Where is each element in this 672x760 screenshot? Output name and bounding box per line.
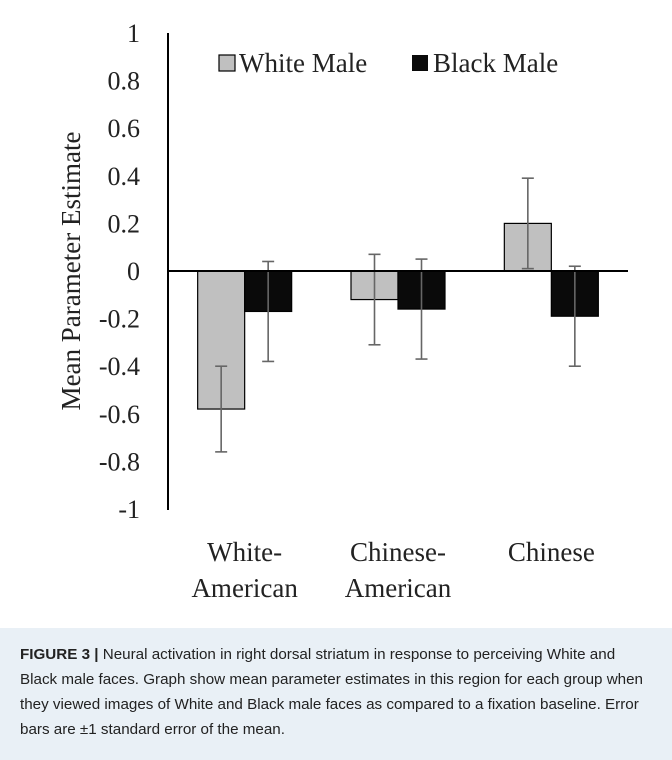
- legend-swatch-black-male: [412, 55, 428, 71]
- legend-swatch-white-male: [218, 54, 236, 72]
- category-label: White-: [207, 537, 282, 567]
- caption-text: Neural activation in right dorsal striat…: [20, 646, 643, 738]
- bars: [197, 222, 599, 410]
- category-label: American: [345, 573, 452, 603]
- y-tick-label: 0: [127, 257, 140, 286]
- y-tick-label: 0.4: [108, 162, 141, 191]
- y-tick-label: 1: [127, 19, 140, 48]
- category-label: Chinese-: [350, 537, 446, 567]
- figure-label: FIGURE 3 |: [20, 646, 99, 663]
- figure-caption: FIGURE 3 | Neural activation in right do…: [0, 628, 672, 760]
- y-tick-label: 0.2: [108, 209, 141, 238]
- legend-label-white-male: White Male: [239, 48, 367, 78]
- y-tick-label: -0.6: [99, 400, 140, 429]
- y-axis-label: Mean Parameter Estimate: [56, 132, 86, 411]
- y-tick-label: -1: [118, 495, 140, 524]
- error-bars: [215, 177, 581, 453]
- y-tick-label: -0.8: [99, 447, 140, 476]
- y-tick-label: -0.4: [99, 352, 140, 381]
- category-label: Chinese: [508, 537, 595, 567]
- y-tick-labels: 1 0.8 0.6 0.4 0.2 0 -0.2 -0.4 -0.6 -0.8 -1: [99, 19, 140, 524]
- y-tick-label: -0.2: [99, 305, 140, 334]
- category-label: American: [191, 573, 298, 603]
- category-labels: White- American Chinese- American Chinese: [191, 537, 594, 603]
- y-tick-label: 0.8: [108, 67, 141, 96]
- legend: White Male Black Male: [218, 48, 558, 78]
- legend-label-black-male: Black Male: [433, 48, 558, 78]
- y-tick-label: 0.6: [108, 114, 141, 143]
- bar-chart: 1 0.8 0.6 0.4 0.2 0 -0.2 -0.4 -0.6 -0.8 -1 Mean Pa…: [56, 19, 628, 603]
